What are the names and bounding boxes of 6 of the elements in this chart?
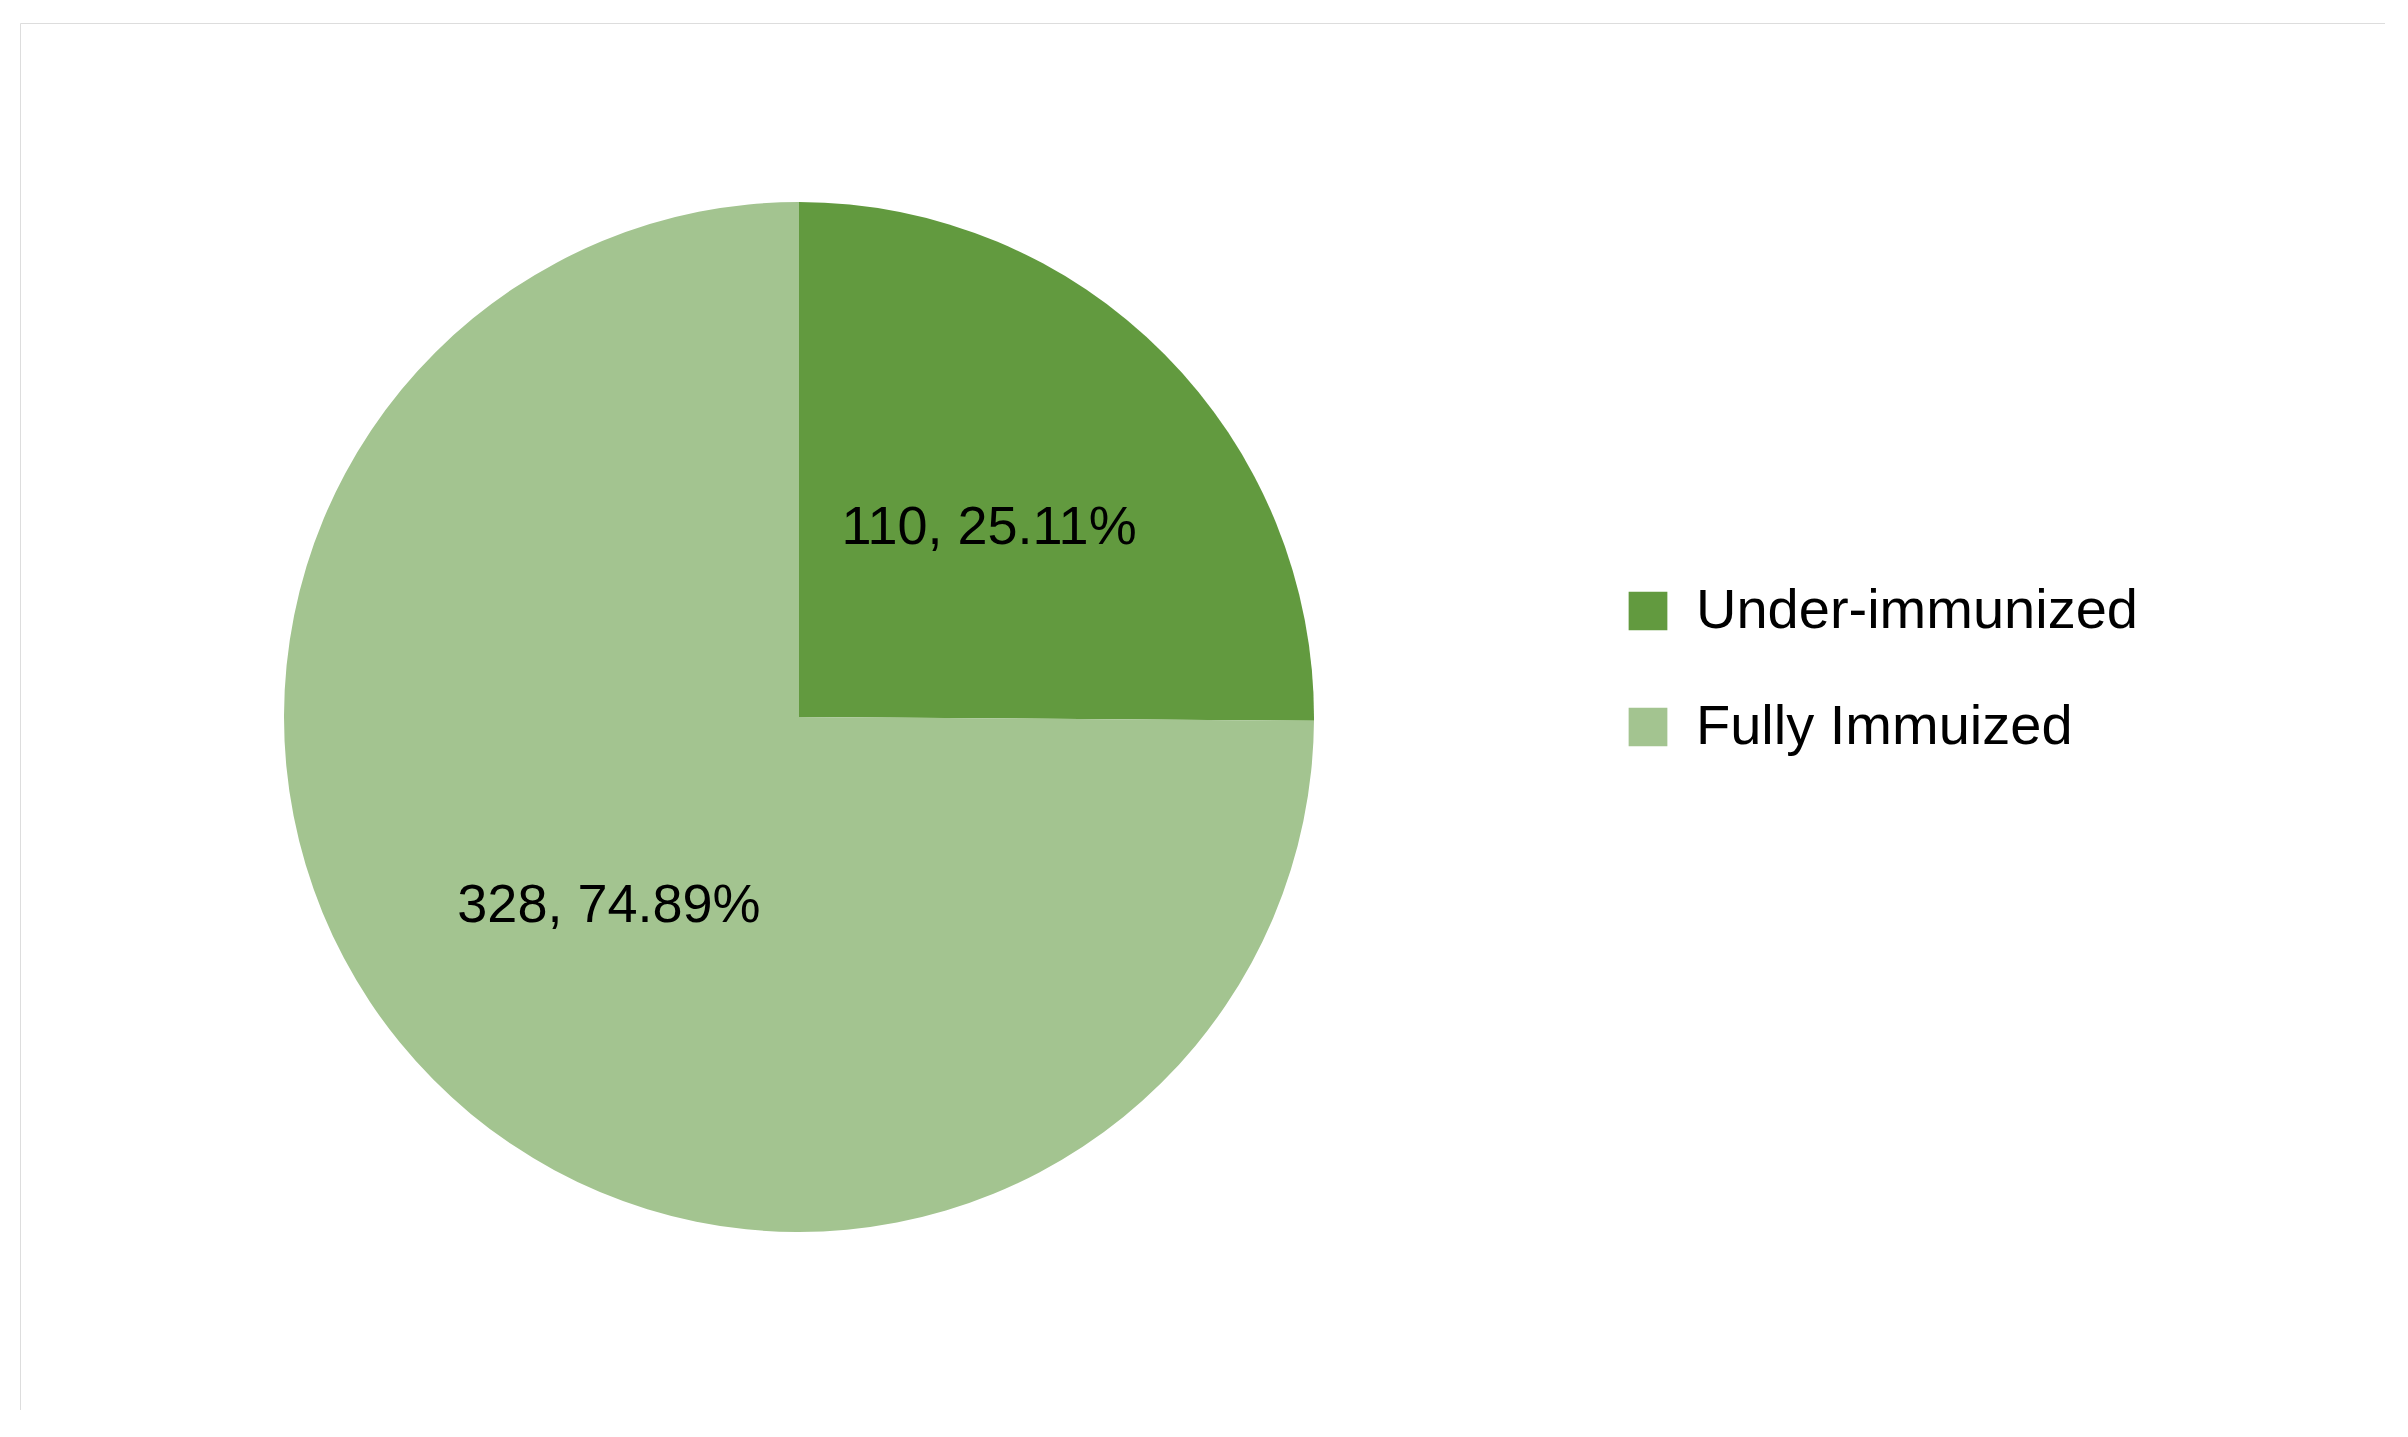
pie-slice [799,202,1314,721]
legend-label: Under-immunized [1696,577,2138,640]
pie-slice [284,202,1314,1232]
legend-label: Fully Immuized [1696,693,2073,756]
data-label: 110, 25.11% [841,495,1137,556]
data-label: 328, 74.89% [457,872,761,933]
